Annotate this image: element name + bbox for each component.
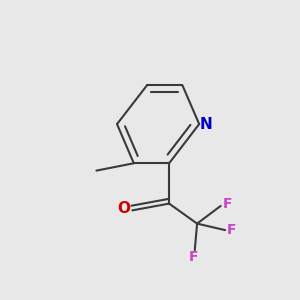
Text: F: F	[188, 250, 198, 264]
Text: F: F	[227, 223, 236, 237]
Text: O: O	[117, 201, 130, 216]
Text: F: F	[222, 196, 232, 211]
Text: N: N	[199, 117, 212, 132]
